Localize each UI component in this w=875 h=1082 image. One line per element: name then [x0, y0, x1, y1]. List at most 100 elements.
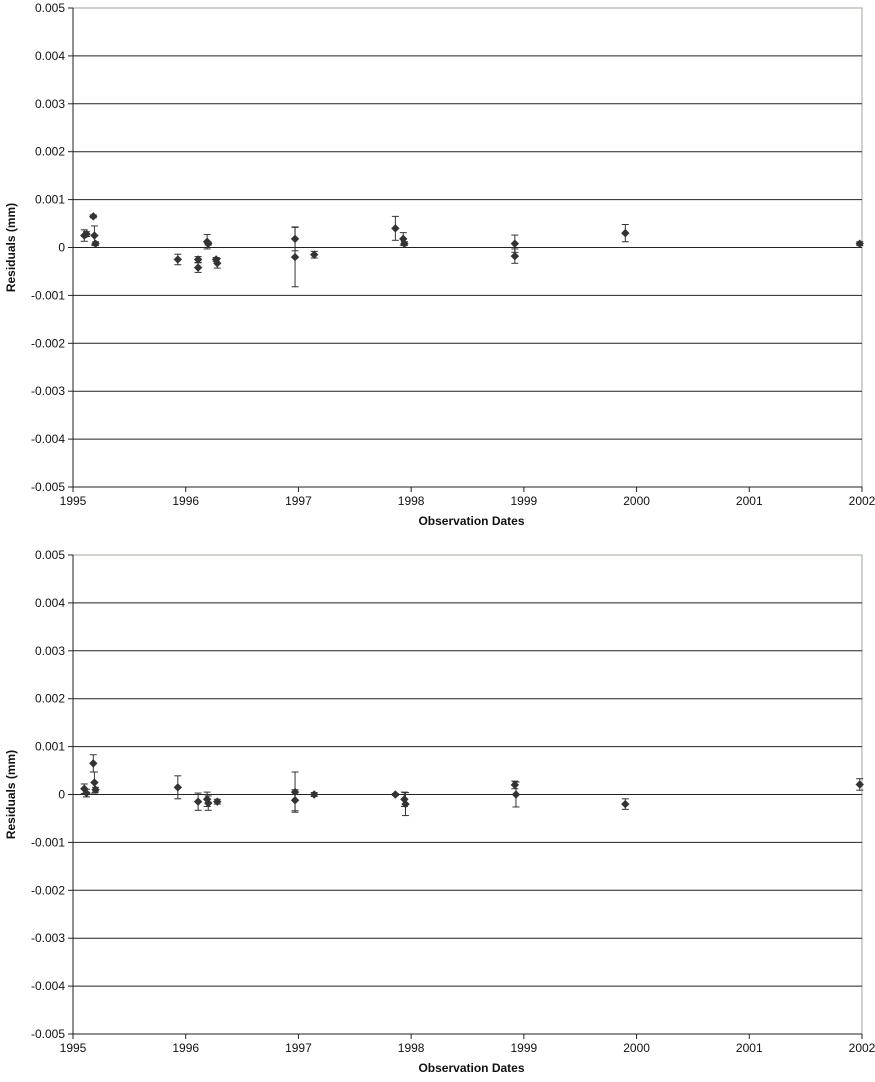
diamond-marker	[90, 231, 99, 240]
diamond-marker	[621, 799, 630, 809]
x-tick-label: 2002	[849, 494, 875, 508]
data-point	[510, 248, 520, 264]
diamond-marker	[621, 228, 630, 238]
diamond-marker	[204, 239, 213, 248]
data-point	[213, 797, 222, 806]
y-tick-label: 0.001	[35, 740, 65, 754]
y-tick-label: 0.005	[35, 1, 65, 15]
diamond-marker	[91, 239, 100, 248]
y-tick-label: 0.001	[35, 193, 65, 207]
diamond-marker	[511, 790, 521, 799]
diamond-marker	[82, 788, 91, 798]
diamond-marker	[401, 799, 410, 809]
x-tick-label: 1996	[172, 1041, 199, 1055]
diamond-marker	[82, 229, 91, 239]
diamond-marker	[400, 795, 409, 804]
diamond-marker	[213, 797, 222, 806]
chart-top: 0.005 0.004 0.003 0.002 0.001 0 -0.001 -0.002 -0…	[4, 1, 875, 528]
x-tick-label: 2001	[736, 494, 763, 508]
diamond-marker	[204, 798, 213, 808]
x-tick-label: 1998	[398, 494, 425, 508]
diamond-marker	[173, 255, 183, 264]
y-tick-label: 0.004	[35, 596, 65, 610]
diamond-marker	[855, 780, 864, 789]
diamond-marker	[193, 797, 203, 806]
y-axis-title: Residuals (mm)	[4, 750, 18, 839]
y-tick-label: -0.001	[31, 835, 65, 849]
diamond-marker	[510, 239, 520, 248]
diamond-marker	[391, 790, 400, 799]
data-point	[290, 789, 300, 812]
y-tick-label: 0.003	[35, 97, 65, 111]
x-tick-label: 1997	[285, 494, 312, 508]
x-tick-label: 1995	[60, 1041, 87, 1055]
data-point	[621, 798, 630, 810]
y-tick-label: 0.005	[35, 548, 65, 562]
x-tick-label: 1996	[172, 494, 199, 508]
y-tick-label: -0.003	[31, 931, 65, 945]
diamond-marker	[510, 251, 520, 261]
diamond-marker	[855, 239, 864, 248]
y-tick-label: -0.002	[31, 336, 65, 350]
diamond-marker	[173, 783, 183, 792]
data-point	[193, 262, 203, 273]
x-tick-label: 1995	[60, 494, 87, 508]
y-tick-label: 0.004	[35, 49, 65, 63]
y-tick-label: 0	[58, 241, 65, 255]
data-point	[173, 775, 183, 800]
x-tick-label: 2002	[849, 1041, 875, 1055]
data-point	[400, 239, 409, 248]
x-tick-label: 2001	[736, 1041, 763, 1055]
diamond-marker	[510, 780, 520, 790]
y-tick-label: -0.003	[31, 384, 65, 398]
diamond-marker	[391, 224, 400, 233]
data-point	[82, 229, 91, 239]
data-point	[855, 239, 864, 248]
diamond-marker	[90, 778, 99, 787]
data-point	[401, 792, 410, 817]
y-tick-label: -0.005	[31, 1027, 65, 1041]
diamond-marker	[290, 252, 300, 262]
diamond-marker	[89, 212, 98, 221]
diamond-marker	[193, 255, 203, 264]
data-point	[193, 792, 203, 811]
diamond-marker	[400, 239, 409, 248]
data-point	[511, 781, 521, 808]
y-tick-label: -0.001	[31, 288, 65, 302]
data-point	[391, 215, 400, 241]
diamond-marker	[89, 759, 98, 768]
data-point	[173, 253, 183, 266]
data-point	[204, 239, 213, 248]
diamond-marker	[310, 250, 319, 259]
y-axis-title: Residuals (mm)	[4, 203, 18, 292]
data-point	[82, 788, 91, 798]
x-axis-title: Observation Dates	[418, 1061, 524, 1075]
data-point	[204, 795, 213, 811]
y-tick-label: -0.005	[31, 480, 65, 494]
y-tick-label: 0.003	[35, 644, 65, 658]
data-point	[89, 754, 98, 773]
data-point	[290, 226, 300, 288]
data-point	[91, 785, 100, 794]
x-tick-label: 1998	[398, 1041, 425, 1055]
data-point	[89, 212, 98, 221]
y-tick-label: -0.004	[31, 979, 65, 993]
diamond-marker	[91, 785, 100, 794]
x-tick-label: 2000	[623, 1041, 650, 1055]
x-tick-label: 1999	[511, 1041, 538, 1055]
data-point	[855, 778, 864, 791]
data-point	[621, 224, 630, 243]
data-point	[91, 239, 100, 248]
y-tick-label: 0	[58, 788, 65, 802]
diamond-marker	[310, 790, 319, 799]
diamond-marker	[202, 795, 212, 804]
x-tick-label: 2000	[623, 494, 650, 508]
y-tick-label: 0.002	[35, 692, 65, 706]
data-point	[310, 250, 319, 259]
diamond-marker	[193, 263, 203, 272]
chart-bottom: 0.005 0.004 0.003 0.002 0.001 0 -0.001 -0.002 -0…	[4, 548, 875, 1075]
y-tick-label: 0.002	[35, 145, 65, 159]
y-tick-label: -0.002	[31, 883, 65, 897]
